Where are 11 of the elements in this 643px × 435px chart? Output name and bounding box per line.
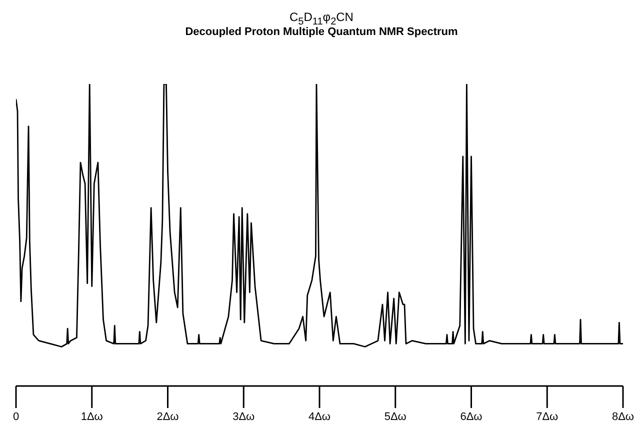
chart-subtitle: Decoupled Proton Multiple Quantum NMR Spectrum (184, 26, 459, 40)
x-tick-label: 6Δω (460, 411, 483, 423)
x-tick-label: 2Δω (156, 411, 180, 423)
x-tick-label: 8Δω (612, 411, 634, 423)
x-tick-label: 7Δω (536, 411, 559, 423)
x-tick-label: 0 (12, 411, 20, 423)
x-tick-label: 3Δω (232, 411, 256, 423)
x-tick-label: 4Δω (308, 411, 331, 423)
x-tick-label: 1Δω (80, 411, 104, 423)
x-tick-label: 5Δω (384, 411, 407, 423)
chart-title: C$_{5}$D$_{11}$φ$_{2}$CN (290, 9, 354, 28)
